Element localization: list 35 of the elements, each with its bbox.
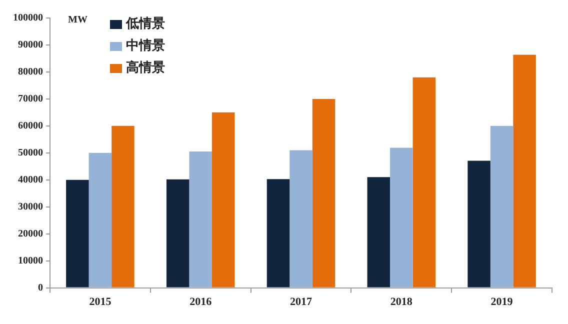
bar [166, 179, 190, 288]
legend-label: 中情景 [126, 37, 165, 52]
y-tick-label: 60000 [18, 120, 43, 132]
bar [112, 126, 134, 288]
bar [490, 126, 514, 288]
y-tick-label: 50000 [18, 147, 43, 158]
x-tick-label: 2019 [490, 296, 514, 308]
y-tick-label: 70000 [18, 94, 43, 105]
legend-label: 低情景 [125, 15, 165, 30]
y-tick-label: 40000 [18, 174, 43, 186]
bar [390, 148, 413, 288]
bar [66, 180, 89, 288]
bar [189, 152, 212, 288]
x-tick-label: 2018 [390, 296, 413, 308]
bar [468, 160, 490, 288]
bar [513, 54, 536, 288]
bar [367, 177, 390, 288]
legend-label: 高情景 [126, 59, 165, 74]
x-tick-label: 2015 [89, 296, 112, 308]
y-tick-label: 20000 [18, 228, 43, 240]
y-tick-label: 0 [38, 282, 43, 294]
bar [312, 98, 336, 288]
bar [412, 77, 436, 288]
y-axis-title: MW [68, 14, 88, 26]
y-tick-label: 30000 [18, 201, 43, 212]
bar [212, 112, 235, 288]
x-tick-label: 2017 [290, 296, 312, 308]
bar [290, 150, 312, 288]
y-tick-label: 90000 [18, 40, 43, 51]
y-tick-label: 100000 [13, 12, 43, 24]
y-tick-label: 80000 [18, 66, 43, 78]
x-tick-label: 2016 [190, 296, 212, 308]
y-tick-label: 10000 [18, 255, 43, 266]
bar [88, 152, 112, 288]
bar [266, 179, 290, 288]
